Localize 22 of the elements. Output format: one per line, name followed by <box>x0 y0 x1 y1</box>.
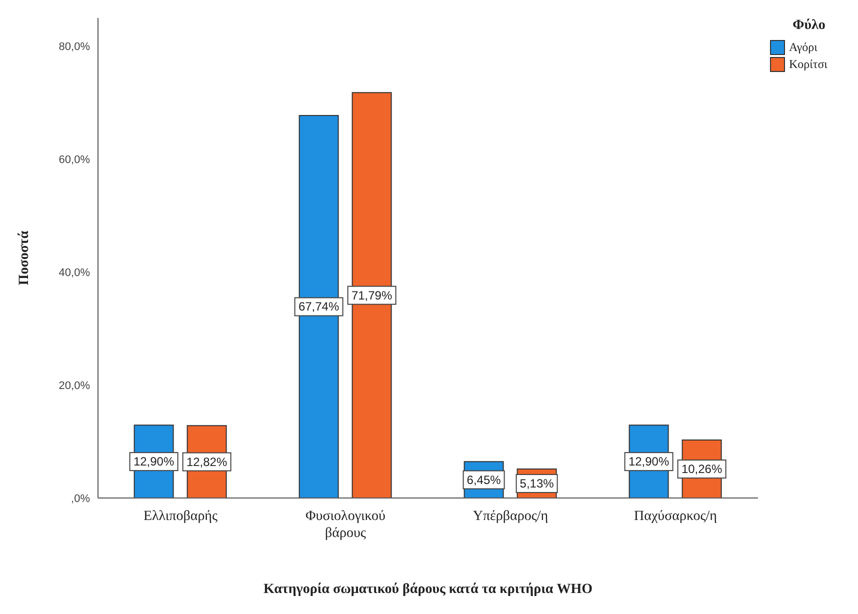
x-tick-label: Ελλιποβαρής <box>143 509 218 524</box>
data-label: 67,74% <box>298 300 340 314</box>
x-tick-label: Παχύσαρκος/η <box>634 509 717 524</box>
y-axis-title: Ποσοστά <box>16 230 32 286</box>
x-axis-title: Κατηγορία σωματικού βάρους κατά τα κριτήρια WHO <box>263 582 593 597</box>
data-label: 5,13% <box>520 476 554 491</box>
y-tick-label: 80,0% <box>58 41 90 54</box>
legend-label: Κορίτσι <box>789 57 828 72</box>
y-tick-label: 60,0% <box>58 154 90 166</box>
x-tick-label: Φυσιολογικού βάρους <box>306 509 386 541</box>
y-tick-label: 20,0% <box>58 380 90 392</box>
legend-label: Αγόρι <box>789 40 818 55</box>
data-label: 6,45% <box>466 472 502 487</box>
data-label: 71,79% <box>351 288 392 302</box>
data-label: 10,26% <box>681 462 722 476</box>
y-tick-label: 40,0% <box>58 267 90 280</box>
y-tick-label: ,0% <box>71 492 90 505</box>
legend-title: Φύλο <box>792 18 826 34</box>
x-tick-label: Υπέρβαρος/η <box>472 509 548 524</box>
data-label: 12,90% <box>628 454 670 469</box>
data-label: 12,90% <box>133 454 174 469</box>
data-label: 12,82% <box>186 454 228 469</box>
